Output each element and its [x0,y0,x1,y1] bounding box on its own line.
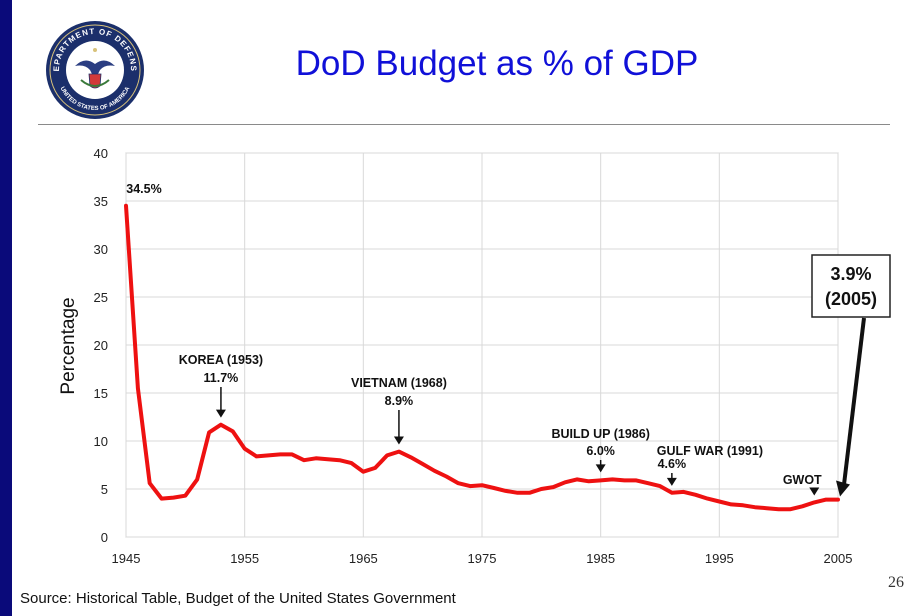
annotation-label: KOREA (1953) [179,353,263,367]
callout-year: (2005) [825,289,877,309]
annotation-arrowhead [809,487,820,496]
annotation-arrowhead [215,409,226,418]
slide-title: DoD Budget as % of GDP [295,44,699,83]
annotations: 34.5% KOREA (1953) 11.7% VIETNAM (1968) 8.9%… [126,182,822,496]
callout: 3.9% (2005) [811,254,891,497]
callout-arrowhead [836,480,850,497]
annotation-label: GWOT [783,473,822,487]
grid-lines [125,152,839,538]
annotation-label: VIETNAM (1968) [351,376,447,390]
y-tick-label: 35 [94,194,108,209]
y-tick-label: 20 [94,338,108,353]
x-tick-label: 1965 [349,551,378,566]
x-tick-label: 1995 [705,551,734,566]
annotation-value: 11.7% [204,371,239,385]
y-axis-label: Percentage [58,297,79,394]
x-tick-label: 1945 [112,551,141,566]
y-tick-label: 10 [94,434,108,449]
annotation-label: 34.5% [126,182,161,196]
dod-seal-icon: DEPARTMENT OF DEFENSE UNITED STATES OF A… [45,20,144,119]
y-tick-label: 25 [94,290,108,305]
annotation-value: 4.6% [658,457,687,471]
x-tick-label: 2005 [824,551,853,566]
series-line [124,203,840,512]
page-number: 26 [888,574,904,591]
callout-box [811,254,891,318]
annotation-value: 6.0% [586,444,615,458]
callout-arrow [842,317,866,485]
annotation-arrowhead [666,477,677,486]
x-tick-label: 1985 [586,551,615,566]
annotation-arrowhead [393,436,404,445]
y-tick-label: 40 [94,146,108,161]
annotation-arrowhead [595,464,606,473]
annotation-label: BUILD UP (1986) [551,427,649,441]
callout-value: 3.9% [830,264,871,284]
y-tick-label: 0 [101,530,108,545]
y-tick-labels: 0 5 10 15 20 25 30 35 40 [94,146,108,545]
y-tick-label: 15 [94,386,108,401]
x-tick-label: 1955 [230,551,259,566]
title-divider [38,124,890,125]
annotation-value: 8.9% [385,394,414,408]
x-tick-labels: 1945 1955 1965 1975 1985 1995 2005 [112,551,853,566]
x-tick-label: 1975 [468,551,497,566]
slide: DEPARTMENT OF DEFENSE UNITED STATES OF A… [12,0,915,616]
source-note: Source: Historical Table, Budget of the … [20,590,456,607]
y-tick-label: 30 [94,242,108,257]
y-tick-label: 5 [101,482,108,497]
annotation-label: GULF WAR (1991) [657,444,763,458]
